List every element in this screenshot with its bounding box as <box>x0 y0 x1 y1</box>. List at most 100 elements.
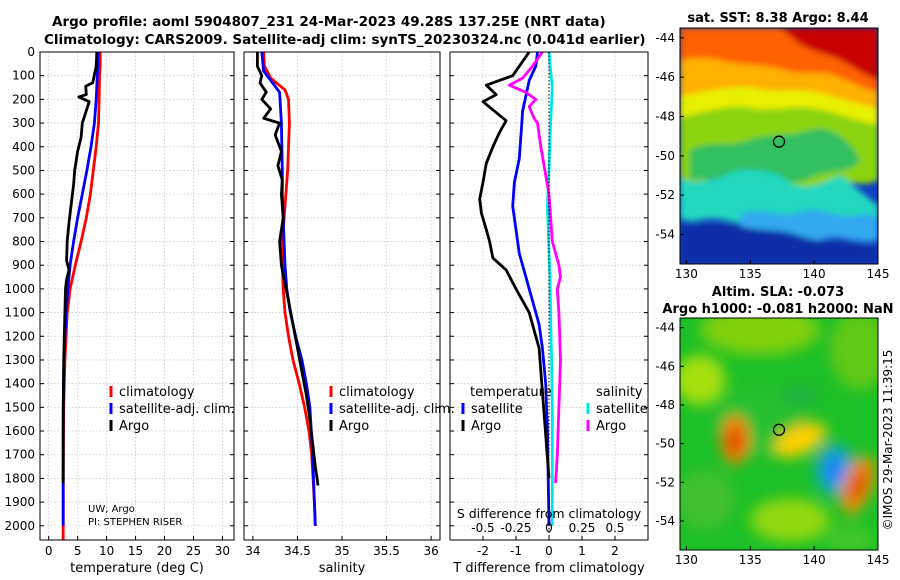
sst-map-title: sat. SST: 8.38 Argo: 8.44 <box>687 11 868 26</box>
pi-annotation-line2: PI: STEPHEN RISER <box>88 517 182 528</box>
x-tick-label: 30 <box>215 544 230 558</box>
y-tick-label: 0 <box>27 45 35 59</box>
legend-label: satellite-adj. clim. <box>119 402 235 417</box>
y-tick-label: 700 <box>12 211 35 225</box>
map-y-tick-label: -52 <box>655 475 675 489</box>
series-line <box>507 52 562 484</box>
legend-label: climatology <box>119 385 195 400</box>
map-y-tick-label: -44 <box>655 31 675 45</box>
x-tick-label: 0 <box>45 544 53 558</box>
y-tick-label: 900 <box>12 258 35 272</box>
y-tick-label: 400 <box>12 140 35 154</box>
x-tick-label: 1 <box>578 544 586 558</box>
series-line <box>478 52 551 479</box>
x-tick-label: 34 <box>245 544 260 558</box>
plot-frame <box>243 51 441 541</box>
y-tick-label: 800 <box>12 235 35 249</box>
sla-map-title: Altim. SLA: -0.073 <box>712 285 844 300</box>
x-tick-label: 34.5 <box>284 544 311 558</box>
map-y-tick-label: -54 <box>655 514 675 528</box>
map-x-tick-label: 140 <box>803 553 826 567</box>
temperature-panel: 0 5 10 15 20 25 300100200300400500600700800900… <box>4 45 234 576</box>
series-line <box>255 52 320 486</box>
y-tick-label: 500 <box>12 163 35 177</box>
sst-argo-marker <box>772 135 786 148</box>
x2-tick-label: -0.5 <box>471 521 494 535</box>
map-y-tick-label: -48 <box>655 110 675 124</box>
sst-map: 130 135 140 145 -44 -46 -48 -50 -52 -54 <box>655 27 890 281</box>
map-x-tick-label: 130 <box>675 267 698 281</box>
salinity-panel: 34 34.5 35 35.5 36 salinity climatology satelli… <box>243 51 455 576</box>
map-y-tick-label: -44 <box>655 321 675 335</box>
map-y-tick-label: -54 <box>655 228 675 242</box>
x-tick-label: 35 <box>334 544 349 558</box>
difference-panel: -2 -1 0 1 2 T difference from climatology -0.5… <box>449 51 649 576</box>
y-tick-label: 1000 <box>4 282 35 296</box>
plot-frame <box>39 51 235 541</box>
x-tick-label: 35.5 <box>373 544 400 558</box>
y-tick-label: 1200 <box>4 329 35 343</box>
x2-tick-label: -0.25 <box>500 521 531 535</box>
map-x-tick-label: 145 <box>867 267 890 281</box>
y-tick-label: 1700 <box>4 448 35 462</box>
x-axis-label: T difference from climatology <box>452 561 645 576</box>
legend-label: Argo <box>471 419 501 434</box>
legend-label: Argo <box>596 419 626 434</box>
x-tick-label: 25 <box>186 544 201 558</box>
x-tick-label: 15 <box>128 544 143 558</box>
y-tick-label: 1900 <box>4 495 35 509</box>
y-tick-label: 1300 <box>4 353 35 367</box>
legend-label: satellite-adj. clim. <box>339 402 455 417</box>
sla-map-subtitle: Argo h1000: -0.081 h2000: NaN <box>662 302 893 317</box>
sla-argo-marker <box>772 423 786 436</box>
map-y-tick-label: -48 <box>655 398 675 412</box>
map-x-tick-label: 135 <box>739 267 762 281</box>
x-axis-label: salinity <box>319 561 366 576</box>
map-x-tick-label: 145 <box>867 553 890 567</box>
map-y-tick-label: -46 <box>655 70 675 84</box>
legend-label: Argo <box>339 419 369 434</box>
y-tick-label: 1100 <box>4 306 35 320</box>
legend-label: satellite <box>596 402 648 417</box>
map-x-tick-label: 130 <box>675 553 698 567</box>
y-tick-label: 300 <box>12 116 35 130</box>
x-tick-label: 20 <box>157 544 172 558</box>
x-tick-label: 5 <box>74 544 82 558</box>
legend-title-salinity: salinity <box>596 385 643 400</box>
y-tick-label: 1600 <box>4 424 35 438</box>
y-tick-label: 1400 <box>4 377 35 391</box>
series-group <box>255 52 320 526</box>
legend-label: Argo <box>119 419 149 434</box>
legend-title-temperature: temperature <box>470 385 552 400</box>
x-tick-label: 10 <box>99 544 114 558</box>
series-line <box>260 52 317 526</box>
y-tick-label: 200 <box>12 92 35 106</box>
y-tick-label: 2000 <box>4 519 35 533</box>
y-tick-label: 100 <box>12 69 35 83</box>
series-line <box>262 52 317 526</box>
x2-axis-label: S difference from climatology <box>457 506 642 521</box>
x-tick-label: 0 <box>545 544 553 558</box>
x2-tick-label: 0 <box>545 521 553 535</box>
figure-title-line2: Climatology: CARS2009. Satellite-adj cli… <box>44 32 646 48</box>
series-group <box>61 52 102 540</box>
x2-tick-label: 0.25 <box>569 521 596 535</box>
pi-annotation-line1: UW, Argo <box>88 504 135 515</box>
x-axis-label: temperature (deg C) <box>70 561 204 576</box>
x2-tick-label: 0.5 <box>605 521 624 535</box>
map-y-tick-label: -50 <box>655 149 675 163</box>
legend-label: climatology <box>339 385 415 400</box>
x-tick-label: -1 <box>510 544 522 558</box>
figure-title-line1: Argo profile: aoml 5904807_231 24-Mar-20… <box>52 14 606 30</box>
map-y-tick-label: -52 <box>655 188 675 202</box>
imos-watermark: ©IMOS 29-Mar-2023 11:39:15 <box>881 350 895 531</box>
y-tick-label: 1800 <box>4 471 35 485</box>
y-tick-label: 1500 <box>4 400 35 414</box>
map-x-tick-label: 135 <box>739 553 762 567</box>
map-y-tick-label: -50 <box>655 437 675 451</box>
x-tick-label: 2 <box>611 544 619 558</box>
y-tick-label: 600 <box>12 187 35 201</box>
sla-map: 130 135 140 145 -44 -46 -48 -50 -52 -54 <box>655 317 890 567</box>
x-tick-label: -2 <box>477 544 489 558</box>
